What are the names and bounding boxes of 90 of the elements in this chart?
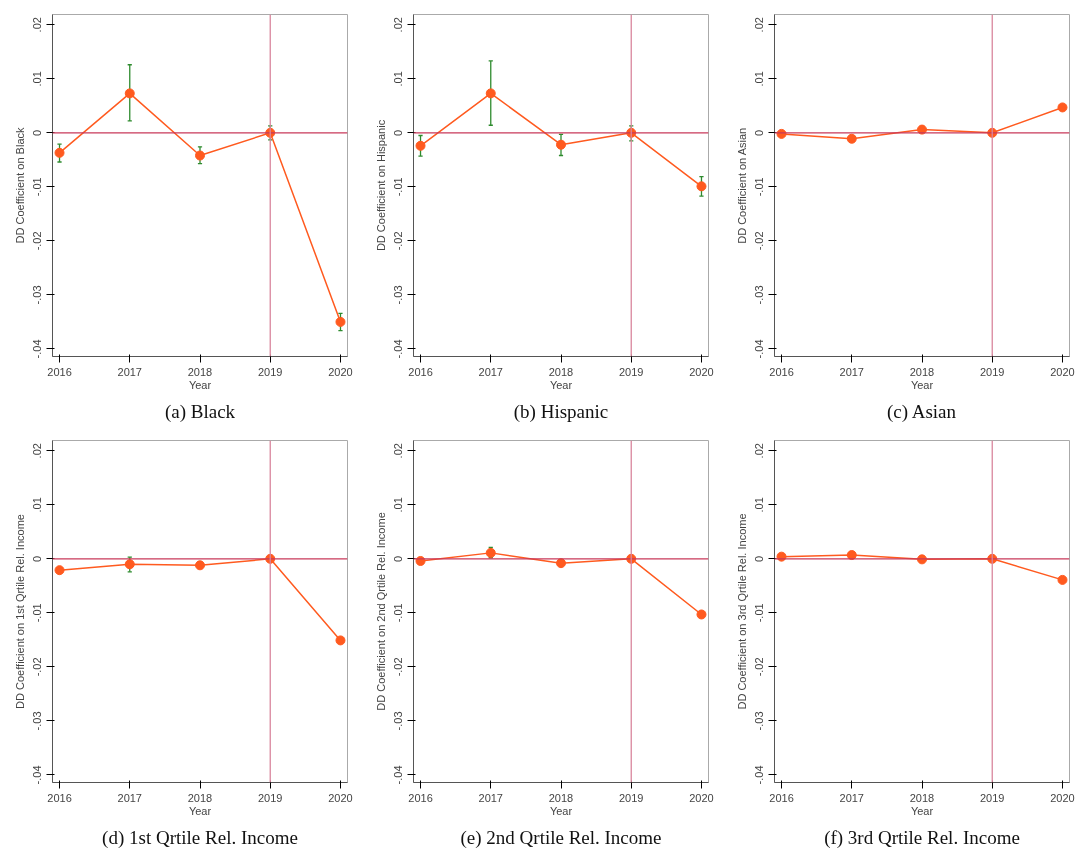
y-tick-label: -.03: [753, 285, 766, 305]
x-tick-label: 2020: [689, 365, 714, 378]
x-tick-label: 2018: [187, 791, 213, 804]
y-tick-label: -.02: [31, 231, 44, 251]
x-tick-label: 2018: [548, 365, 574, 378]
x-tick-label: 2017: [478, 791, 504, 804]
x-tick-label: 2019: [619, 365, 644, 378]
y-axis-title: DD Coefficient on Hispanic: [374, 119, 387, 252]
x-tick-label: 2016: [408, 791, 433, 804]
x-tick-label: 2017: [839, 365, 865, 378]
y-tick-label: -.04: [392, 765, 405, 785]
x-axis-title: Year: [549, 378, 573, 391]
y-axis-title: DD Coefficient on Asian: [735, 127, 748, 244]
x-tick-label: 2016: [47, 365, 72, 378]
x-tick-label: 2016: [408, 365, 433, 378]
text: (f) 3rd Qrtile Rel. Income: [824, 826, 1020, 849]
x-tick-label: 2017: [839, 791, 865, 804]
x-tick-label: 2019: [980, 365, 1005, 378]
y-tick-label: 0: [392, 555, 405, 562]
x-tick-label: 2018: [909, 365, 935, 378]
x-axis-title: Year: [910, 378, 934, 391]
y-axis-title: DD Coefficient on 1st Qrtile Rel. Income: [13, 514, 26, 709]
y-tick-label: .02: [31, 17, 44, 33]
text: (a) Black: [164, 400, 236, 423]
y-tick-label: -.03: [392, 711, 405, 731]
y-tick-label: .02: [392, 443, 405, 459]
y-tick-label: .02: [753, 17, 766, 33]
y-tick-label: .02: [31, 443, 44, 459]
x-axis-title: Year: [549, 804, 573, 817]
y-tick-label: 0: [392, 129, 405, 136]
y-tick-label: .01: [31, 71, 44, 87]
x-tick-label: 2017: [478, 365, 504, 378]
text: (c) Asian: [886, 400, 957, 423]
y-tick-label: .01: [753, 71, 766, 87]
x-tick-label: 2016: [769, 365, 794, 378]
y-tick-label: -.03: [31, 285, 44, 305]
y-tick-label: -.04: [31, 339, 44, 359]
y-tick-label: -.01: [392, 603, 405, 623]
y-tick-label: .02: [753, 443, 766, 459]
x-tick-label: 2020: [1050, 791, 1075, 804]
x-tick-label: 2020: [328, 365, 353, 378]
y-tick-label: -.04: [753, 765, 766, 785]
y-tick-label: -.03: [753, 711, 766, 731]
y-tick-label: -.04: [753, 339, 766, 359]
y-axis-title: DD Coefficient on Black: [13, 127, 26, 244]
x-tick-label: 2018: [548, 791, 574, 804]
y-tick-label: 0: [31, 129, 44, 136]
x-tick-label: 2017: [117, 365, 143, 378]
y-tick-label: -.03: [31, 711, 44, 731]
x-tick-label: 2020: [689, 791, 714, 804]
y-tick-label: -.01: [392, 177, 405, 197]
x-axis-title: Year: [910, 804, 934, 817]
y-tick-label: .02: [392, 17, 405, 33]
x-tick-label: 2020: [1050, 365, 1075, 378]
y-tick-label: 0: [31, 555, 44, 562]
y-tick-label: -.02: [392, 657, 405, 677]
x-tick-label: 2019: [258, 365, 283, 378]
x-tick-label: 2020: [328, 791, 353, 804]
text: (b) Hispanic: [513, 400, 609, 423]
x-tick-label: 2019: [258, 791, 283, 804]
y-tick-label: -.02: [31, 657, 44, 677]
x-tick-label: 2019: [980, 791, 1005, 804]
x-tick-label: 2016: [47, 791, 72, 804]
y-tick-label: .01: [392, 71, 405, 87]
x-tick-label: 2016: [769, 791, 794, 804]
y-axis-title: DD Coefficient on 3rd Qrtile Rel. Income: [735, 513, 748, 710]
y-tick-label: .01: [31, 497, 44, 513]
y-tick-label: -.04: [392, 339, 405, 359]
y-tick-label: -.02: [753, 231, 766, 251]
text: (d) 1st Qrtile Rel. Income: [102, 826, 298, 849]
x-tick-label: 2019: [619, 791, 644, 804]
y-tick-label: -.01: [31, 177, 44, 197]
x-tick-label: 2018: [909, 791, 935, 804]
y-tick-label: -.03: [392, 285, 405, 305]
y-tick-label: -.01: [31, 603, 44, 623]
y-tick-label: .01: [392, 497, 405, 513]
y-tick-label: -.02: [753, 657, 766, 677]
y-tick-label: 0: [753, 555, 766, 562]
y-tick-label: -.01: [753, 177, 766, 197]
x-axis-title: Year: [188, 804, 212, 817]
y-tick-label: -.02: [392, 231, 405, 251]
text: (e) 2nd Qrtile Rel. Income: [460, 826, 662, 849]
x-tick-label: 2017: [117, 791, 143, 804]
x-axis-title: Year: [188, 378, 212, 391]
y-axis-title: DD Coefficient on 2nd Qrtile Rel. Income: [374, 512, 387, 711]
y-tick-label: -.04: [31, 765, 44, 785]
x-tick-label: 2018: [187, 365, 213, 378]
y-tick-label: -.01: [753, 603, 766, 623]
y-tick-label: 0: [753, 129, 766, 136]
y-tick-label: .01: [753, 497, 766, 513]
